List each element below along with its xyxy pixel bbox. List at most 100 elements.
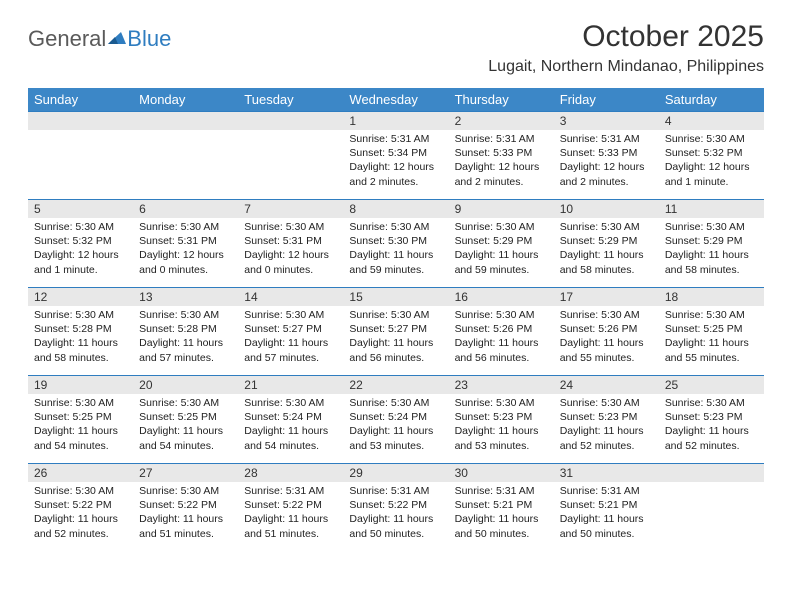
sunset-line: Sunset: 5:29 PM [665, 234, 758, 248]
sunset-line: Sunset: 5:29 PM [560, 234, 653, 248]
sunrise-line: Sunrise: 5:30 AM [244, 308, 337, 322]
sunset-line: Sunset: 5:31 PM [244, 234, 337, 248]
calendar-day-cell [28, 112, 133, 200]
daylight-line: Daylight: 11 hours and 50 minutes. [560, 512, 653, 540]
day-data: Sunrise: 5:30 AMSunset: 5:32 PMDaylight:… [28, 218, 133, 281]
sunrise-line: Sunrise: 5:30 AM [349, 396, 442, 410]
sunset-line: Sunset: 5:23 PM [560, 410, 653, 424]
calendar-day-cell: 2Sunrise: 5:31 AMSunset: 5:33 PMDaylight… [449, 112, 554, 200]
day-number: 17 [554, 288, 659, 306]
daylight-line: Daylight: 11 hours and 52 minutes. [34, 512, 127, 540]
calendar-week-row: 12Sunrise: 5:30 AMSunset: 5:28 PMDayligh… [28, 288, 764, 376]
sunset-line: Sunset: 5:25 PM [139, 410, 232, 424]
day-number: 30 [449, 464, 554, 482]
sunrise-line: Sunrise: 5:30 AM [560, 396, 653, 410]
calendar-week-row: 19Sunrise: 5:30 AMSunset: 5:25 PMDayligh… [28, 376, 764, 464]
calendar-day-cell: 9Sunrise: 5:30 AMSunset: 5:29 PMDaylight… [449, 200, 554, 288]
day-data: Sunrise: 5:30 AMSunset: 5:31 PMDaylight:… [238, 218, 343, 281]
day-number: 3 [554, 112, 659, 130]
day-data: Sunrise: 5:30 AMSunset: 5:25 PMDaylight:… [659, 306, 764, 369]
daylight-line: Daylight: 11 hours and 50 minutes. [349, 512, 442, 540]
title-block: October 2025 Lugait, Northern Mindanao, … [488, 20, 764, 76]
sunset-line: Sunset: 5:27 PM [244, 322, 337, 336]
day-data: Sunrise: 5:31 AMSunset: 5:21 PMDaylight:… [554, 482, 659, 545]
day-number: 25 [659, 376, 764, 394]
calendar-day-cell: 30Sunrise: 5:31 AMSunset: 5:21 PMDayligh… [449, 464, 554, 552]
sunset-line: Sunset: 5:34 PM [349, 146, 442, 160]
sunrise-line: Sunrise: 5:31 AM [349, 484, 442, 498]
day-data: Sunrise: 5:31 AMSunset: 5:34 PMDaylight:… [343, 130, 448, 193]
day-number: 11 [659, 200, 764, 218]
sunset-line: Sunset: 5:22 PM [349, 498, 442, 512]
sunset-line: Sunset: 5:26 PM [455, 322, 548, 336]
calendar-day-cell: 29 Sunrise: 5:31 AMSunset: 5:22 PMDayligh… [343, 464, 448, 552]
sunset-line: Sunset: 5:21 PM [455, 498, 548, 512]
day-data: Sunrise: 5:30 AMSunset: 5:28 PMDaylight:… [133, 306, 238, 369]
sunset-line: Sunset: 5:22 PM [34, 498, 127, 512]
calendar-week-row: 5Sunrise: 5:30 AMSunset: 5:32 PMDaylight… [28, 200, 764, 288]
day-number: 23 [449, 376, 554, 394]
day-number: 5 [28, 200, 133, 218]
sunrise-line: Sunrise: 5:30 AM [139, 396, 232, 410]
calendar-day-cell: 15Sunrise: 5:30 AMSunset: 5:27 PMDayligh… [343, 288, 448, 376]
calendar-day-cell: 22Sunrise: 5:30 AMSunset: 5:24 PMDayligh… [343, 376, 448, 464]
day-data: Sunrise: 5:30 AMSunset: 5:27 PMDaylight:… [238, 306, 343, 369]
daylight-line: Daylight: 11 hours and 57 minutes. [244, 336, 337, 364]
sunrise-line: Sunrise: 5:30 AM [455, 220, 548, 234]
sunrise-line: Sunrise: 5:30 AM [139, 308, 232, 322]
sunset-line: Sunset: 5:32 PM [34, 234, 127, 248]
sunrise-line: Sunrise: 5:30 AM [244, 220, 337, 234]
weekday-header: Sunday [28, 88, 133, 112]
sunrise-line: Sunrise: 5:30 AM [34, 396, 127, 410]
calendar-table: SundayMondayTuesdayWednesdayThursdayFrid… [28, 88, 764, 552]
day-data: Sunrise: 5:30 AMSunset: 5:25 PMDaylight:… [28, 394, 133, 457]
sunrise-line: Sunrise: 5:30 AM [455, 308, 548, 322]
calendar-day-cell: 23Sunrise: 5:30 AMSunset: 5:23 PMDayligh… [449, 376, 554, 464]
calendar-day-cell: 12Sunrise: 5:30 AMSunset: 5:28 PMDayligh… [28, 288, 133, 376]
sunrise-line: Sunrise: 5:30 AM [34, 220, 127, 234]
sunset-line: Sunset: 5:28 PM [34, 322, 127, 336]
day-data: Sunrise: 5:30 AMSunset: 5:23 PMDaylight:… [554, 394, 659, 457]
sunset-line: Sunset: 5:22 PM [139, 498, 232, 512]
calendar-day-cell: 25Sunrise: 5:30 AMSunset: 5:23 PMDayligh… [659, 376, 764, 464]
sunrise-line: Sunrise: 5:30 AM [139, 220, 232, 234]
daylight-line: Daylight: 11 hours and 56 minutes. [455, 336, 548, 364]
logo-text-2: Blue [127, 26, 171, 52]
sunrise-line: Sunrise: 5:30 AM [34, 484, 127, 498]
day-number: 29 [343, 464, 448, 482]
calendar-day-cell: 11Sunrise: 5:30 AMSunset: 5:29 PMDayligh… [659, 200, 764, 288]
weekday-header: Saturday [659, 88, 764, 112]
day-number: 8 [343, 200, 448, 218]
day-number: 14 [238, 288, 343, 306]
calendar-day-cell: 13Sunrise: 5:30 AMSunset: 5:28 PMDayligh… [133, 288, 238, 376]
sunrise-line: Sunrise: 5:30 AM [560, 308, 653, 322]
calendar-day-cell [659, 464, 764, 552]
calendar-week-row: 26Sunrise: 5:30 AMSunset: 5:22 PMDayligh… [28, 464, 764, 552]
sunrise-line: Sunrise: 5:31 AM [244, 484, 337, 498]
day-data: Sunrise: 5:30 AMSunset: 5:22 PMDaylight:… [28, 482, 133, 545]
sunrise-line: Sunrise: 5:30 AM [665, 220, 758, 234]
sunrise-line: Sunrise: 5:30 AM [455, 396, 548, 410]
daylight-line: Daylight: 11 hours and 50 minutes. [455, 512, 548, 540]
calendar-day-cell: 28Sunrise: 5:31 AMSunset: 5:22 PMDayligh… [238, 464, 343, 552]
daylight-line: Daylight: 11 hours and 54 minutes. [139, 424, 232, 452]
day-data: Sunrise: 5:30 AMSunset: 5:23 PMDaylight:… [449, 394, 554, 457]
daylight-line: Daylight: 11 hours and 59 minutes. [349, 248, 442, 276]
day-number: 31 [554, 464, 659, 482]
day-data: Sunrise: 5:30 AMSunset: 5:23 PMDaylight:… [659, 394, 764, 457]
sunrise-line: Sunrise: 5:30 AM [34, 308, 127, 322]
day-number: 24 [554, 376, 659, 394]
daylight-line: Daylight: 12 hours and 1 minute. [34, 248, 127, 276]
daylight-line: Daylight: 11 hours and 56 minutes. [349, 336, 442, 364]
daylight-line: Daylight: 11 hours and 51 minutes. [139, 512, 232, 540]
day-number: 18 [659, 288, 764, 306]
sunset-line: Sunset: 5:28 PM [139, 322, 232, 336]
day-number: 20 [133, 376, 238, 394]
day-data: Sunrise: 5:30 AMSunset: 5:24 PMDaylight:… [238, 394, 343, 457]
calendar-day-cell: 5Sunrise: 5:30 AMSunset: 5:32 PMDaylight… [28, 200, 133, 288]
day-number: 6 [133, 200, 238, 218]
sunset-line: Sunset: 5:25 PM [34, 410, 127, 424]
sunset-line: Sunset: 5:23 PM [665, 410, 758, 424]
daylight-line: Daylight: 11 hours and 53 minutes. [349, 424, 442, 452]
day-data: Sunrise: 5:30 AMSunset: 5:31 PMDaylight:… [133, 218, 238, 281]
